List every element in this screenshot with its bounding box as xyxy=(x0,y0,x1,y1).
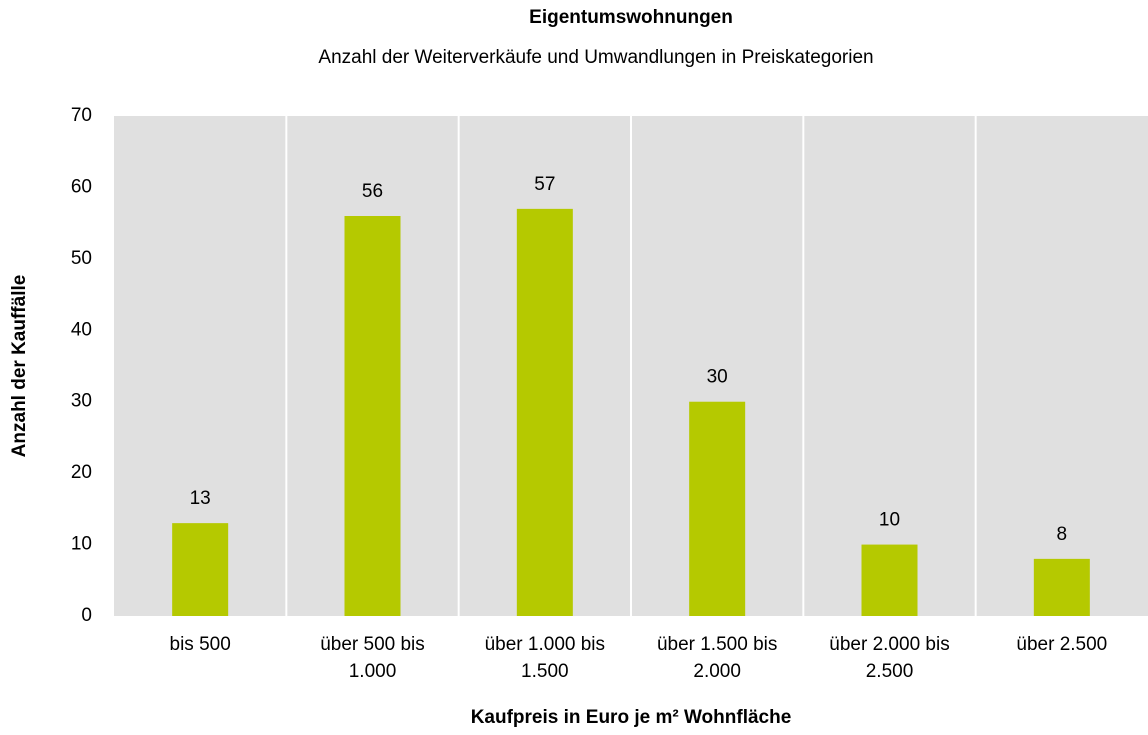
y-tick-label: 40 xyxy=(71,319,92,340)
data-label: 57 xyxy=(534,174,555,195)
x-tick-label: über 1.000 bis 1.500 xyxy=(484,634,606,682)
y-tick-label: 70 xyxy=(71,105,92,126)
data-label: 56 xyxy=(362,181,383,202)
x-tick-label: über 500 bis 1.000 xyxy=(320,634,425,682)
bar xyxy=(516,208,573,616)
y-axis-title: Anzahl der Kauffälle xyxy=(9,275,30,458)
x-axis-title: Kaufpreis in Euro je m² Wohnfläche xyxy=(471,707,792,728)
x-tick-label: über 1.500 bis 2.000 xyxy=(656,634,778,682)
y-tick-label: 10 xyxy=(71,534,92,555)
y-tick-label: 50 xyxy=(71,248,92,269)
data-label: 13 xyxy=(190,488,211,509)
chart-title: Eigentumswohnungen xyxy=(529,7,733,28)
bar xyxy=(689,401,746,616)
bar xyxy=(172,523,229,616)
bar xyxy=(861,544,918,616)
y-tick-label: 30 xyxy=(71,391,92,412)
x-tick-label: über 2.500 xyxy=(1016,634,1108,655)
y-tick-label: 20 xyxy=(71,462,92,483)
bar xyxy=(1033,558,1090,616)
bar xyxy=(344,216,401,616)
data-label: 30 xyxy=(707,367,728,388)
y-tick-label: 0 xyxy=(81,605,92,626)
y-tick-label: 60 xyxy=(71,176,92,197)
x-tick-label: bis 500 xyxy=(169,634,231,655)
chart-subtitle: Anzahl der Weiterverkäufe und Umwandlung… xyxy=(318,47,873,68)
data-label: 8 xyxy=(1057,524,1068,545)
data-label: 10 xyxy=(879,510,900,531)
x-tick-label: über 2.000 bis 2.500 xyxy=(829,634,950,682)
